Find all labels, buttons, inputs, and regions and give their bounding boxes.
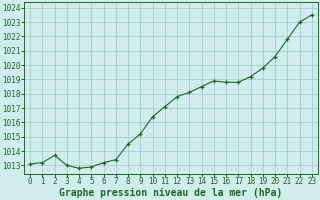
X-axis label: Graphe pression niveau de la mer (hPa): Graphe pression niveau de la mer (hPa)	[60, 188, 283, 198]
